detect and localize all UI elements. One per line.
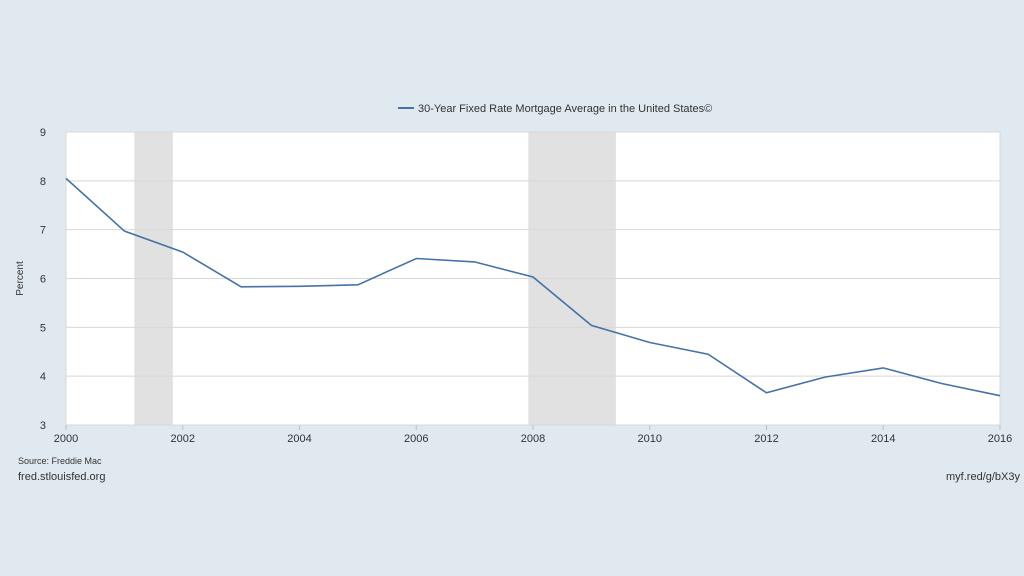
- data-point: [122, 229, 127, 234]
- data-point: [180, 250, 185, 255]
- data-point: [939, 381, 944, 386]
- data-point: [706, 352, 711, 357]
- y-tick-label: 6: [40, 274, 46, 286]
- data-point: [822, 375, 827, 380]
- source-note: Source: Freddie Mac: [18, 456, 102, 466]
- gridlines: [65, 131, 1001, 426]
- data-point: [531, 275, 536, 280]
- y-axis: 3 4 5 6 7 8 9: [40, 127, 46, 432]
- y-tick-label: 3: [40, 420, 46, 432]
- data-point: [64, 176, 69, 181]
- data-point: [998, 393, 1003, 398]
- short-link[interactable]: myf.red/g/bX3y: [946, 471, 1020, 483]
- data-point: [355, 282, 360, 287]
- x-tick-label: 2000: [54, 433, 78, 445]
- y-tick-label: 7: [40, 225, 46, 237]
- x-tick-label: 2008: [521, 433, 545, 445]
- x-tick-label: 2004: [287, 433, 311, 445]
- data-point: [297, 284, 302, 289]
- site-url[interactable]: fred.stlouisfed.org: [18, 471, 106, 483]
- data-point: [472, 259, 477, 264]
- x-tick-label: 2002: [171, 433, 195, 445]
- y-tick-label: 9: [40, 127, 46, 139]
- series-line[interactable]: [65, 177, 1001, 397]
- x-tick-label: 2014: [871, 433, 895, 445]
- x-tick-label: 2006: [404, 433, 428, 445]
- x-tick-label: 2010: [638, 433, 662, 445]
- data-point: [239, 284, 244, 289]
- data-point: [589, 323, 594, 328]
- y-axis-title: Percent: [15, 261, 26, 296]
- x-tick-label: 2012: [754, 433, 778, 445]
- legend-label: 30-Year Fixed Rate Mortgage Average in t…: [418, 103, 712, 115]
- data-point: [647, 340, 652, 345]
- y-tick-label: 4: [40, 371, 46, 383]
- data-point: [764, 390, 769, 395]
- x-axis: 2000 2002 2004 2006 2008 2010 2012 2014 2016: [54, 425, 1012, 445]
- x-tick-label: 2016: [988, 433, 1012, 445]
- data-point: [414, 256, 419, 261]
- y-tick-label: 5: [40, 322, 46, 334]
- legend[interactable]: 30-Year Fixed Rate Mortgage Average in t…: [398, 103, 712, 115]
- y-tick-label: 8: [40, 176, 46, 188]
- data-point: [881, 365, 886, 370]
